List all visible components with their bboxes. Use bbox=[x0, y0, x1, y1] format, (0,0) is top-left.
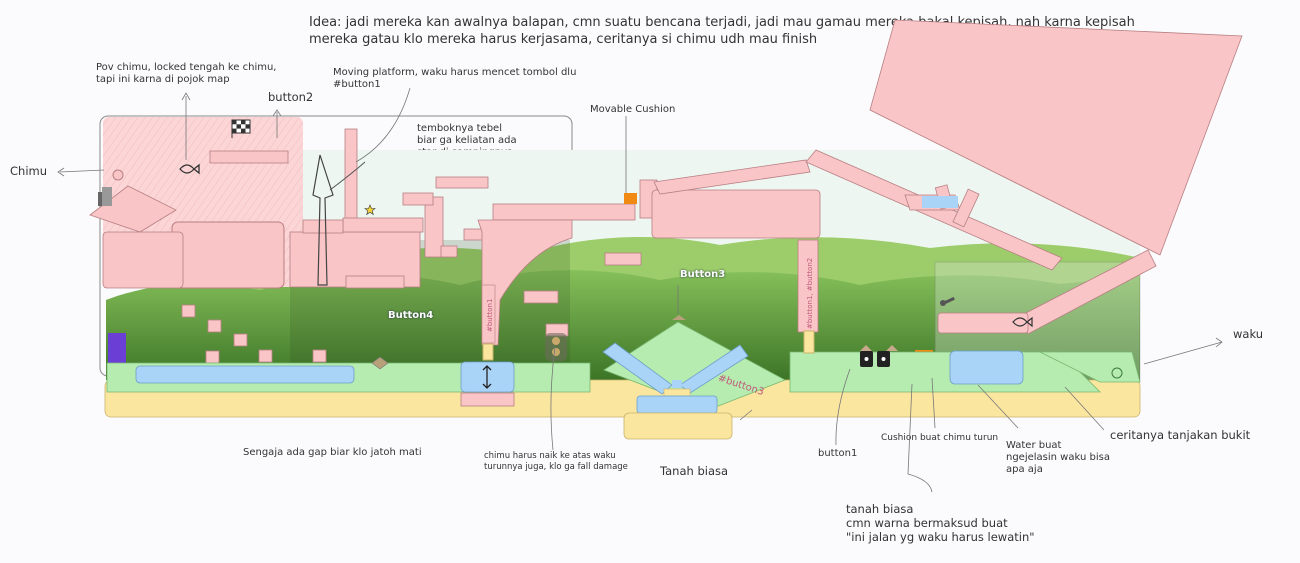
button1-button2-tag: #button1, #button2 bbox=[806, 257, 814, 329]
button1-yellow bbox=[482, 343, 494, 361]
start-ramp bbox=[89, 185, 177, 233]
pink-slab bbox=[460, 392, 515, 407]
checkered-flag-icon bbox=[231, 119, 251, 138]
blue-notch bbox=[922, 196, 958, 208]
moving-platform-structure bbox=[289, 128, 642, 337]
center-v-structure bbox=[602, 321, 786, 440]
tanjakan-note: ceritanya tanjakan bukit bbox=[1110, 428, 1251, 442]
button2-ledge bbox=[209, 150, 289, 164]
button4-marker bbox=[371, 356, 389, 370]
cushion-turun-note: Cushion buat chimu turun bbox=[881, 433, 999, 443]
button1-tag-box bbox=[481, 284, 496, 344]
button1-note: button1 bbox=[818, 448, 858, 459]
key-icon bbox=[940, 296, 955, 306]
hat-marker bbox=[860, 345, 872, 351]
chimu-marker bbox=[112, 169, 124, 181]
up-down-arrow-sketch bbox=[312, 154, 334, 286]
traffic-light-icon bbox=[545, 333, 567, 361]
movable-cushion-note: Movable Cushion bbox=[590, 104, 676, 115]
pink-bridge bbox=[477, 219, 573, 346]
chimu-note: Chimu bbox=[10, 164, 48, 178]
floating-blocks bbox=[181, 304, 327, 364]
waku-marker bbox=[1111, 367, 1123, 379]
naik-note: chimu harus naik ke atas waku turunnya j… bbox=[484, 451, 628, 472]
start-couch bbox=[171, 221, 285, 289]
tanah-biasa-note-1: Tanah biasa bbox=[660, 464, 729, 478]
gap-note: Sengaja ada gap biar klo jatoh mati bbox=[243, 447, 422, 458]
right-pink-structure bbox=[639, 19, 1243, 335]
movable-cushion bbox=[624, 193, 637, 204]
button1-tag: #button1 bbox=[486, 298, 494, 332]
button-yellow-2 bbox=[803, 330, 815, 354]
water-left bbox=[135, 365, 355, 384]
steps-icon bbox=[98, 187, 112, 206]
water-note: Water buat ngejelasin waku bisa apa aja bbox=[1006, 440, 1110, 475]
star-icon bbox=[364, 204, 376, 216]
water-right bbox=[949, 350, 1024, 385]
eyes-icon bbox=[860, 351, 890, 367]
button3-label: Button3 bbox=[680, 269, 726, 280]
annotation-arrows bbox=[57, 92, 1223, 493]
button3-marker bbox=[672, 315, 686, 320]
pointer-line bbox=[355, 87, 411, 163]
fish-icon bbox=[179, 163, 200, 175]
waku-note: waku bbox=[1233, 327, 1264, 341]
purple-door bbox=[108, 333, 126, 363]
start-block bbox=[102, 231, 184, 289]
idea-note: Idea: jadi mereka kan awalnya balapan, c… bbox=[309, 15, 1135, 47]
moving-platform-note: Moving platform, waku harus mencet tombo… bbox=[333, 67, 577, 90]
button4-label: Button4 bbox=[388, 310, 434, 321]
pov-note: Pov chimu, locked tengah ke chimu, tapi … bbox=[96, 62, 277, 85]
up-down-arrow-icon bbox=[482, 365, 492, 389]
fish-icon bbox=[1012, 316, 1033, 328]
tanah-biasa-note-2: tanah biasa cmn warna bermaksud buat "in… bbox=[846, 502, 1035, 544]
button2-note: button2 bbox=[268, 90, 314, 104]
